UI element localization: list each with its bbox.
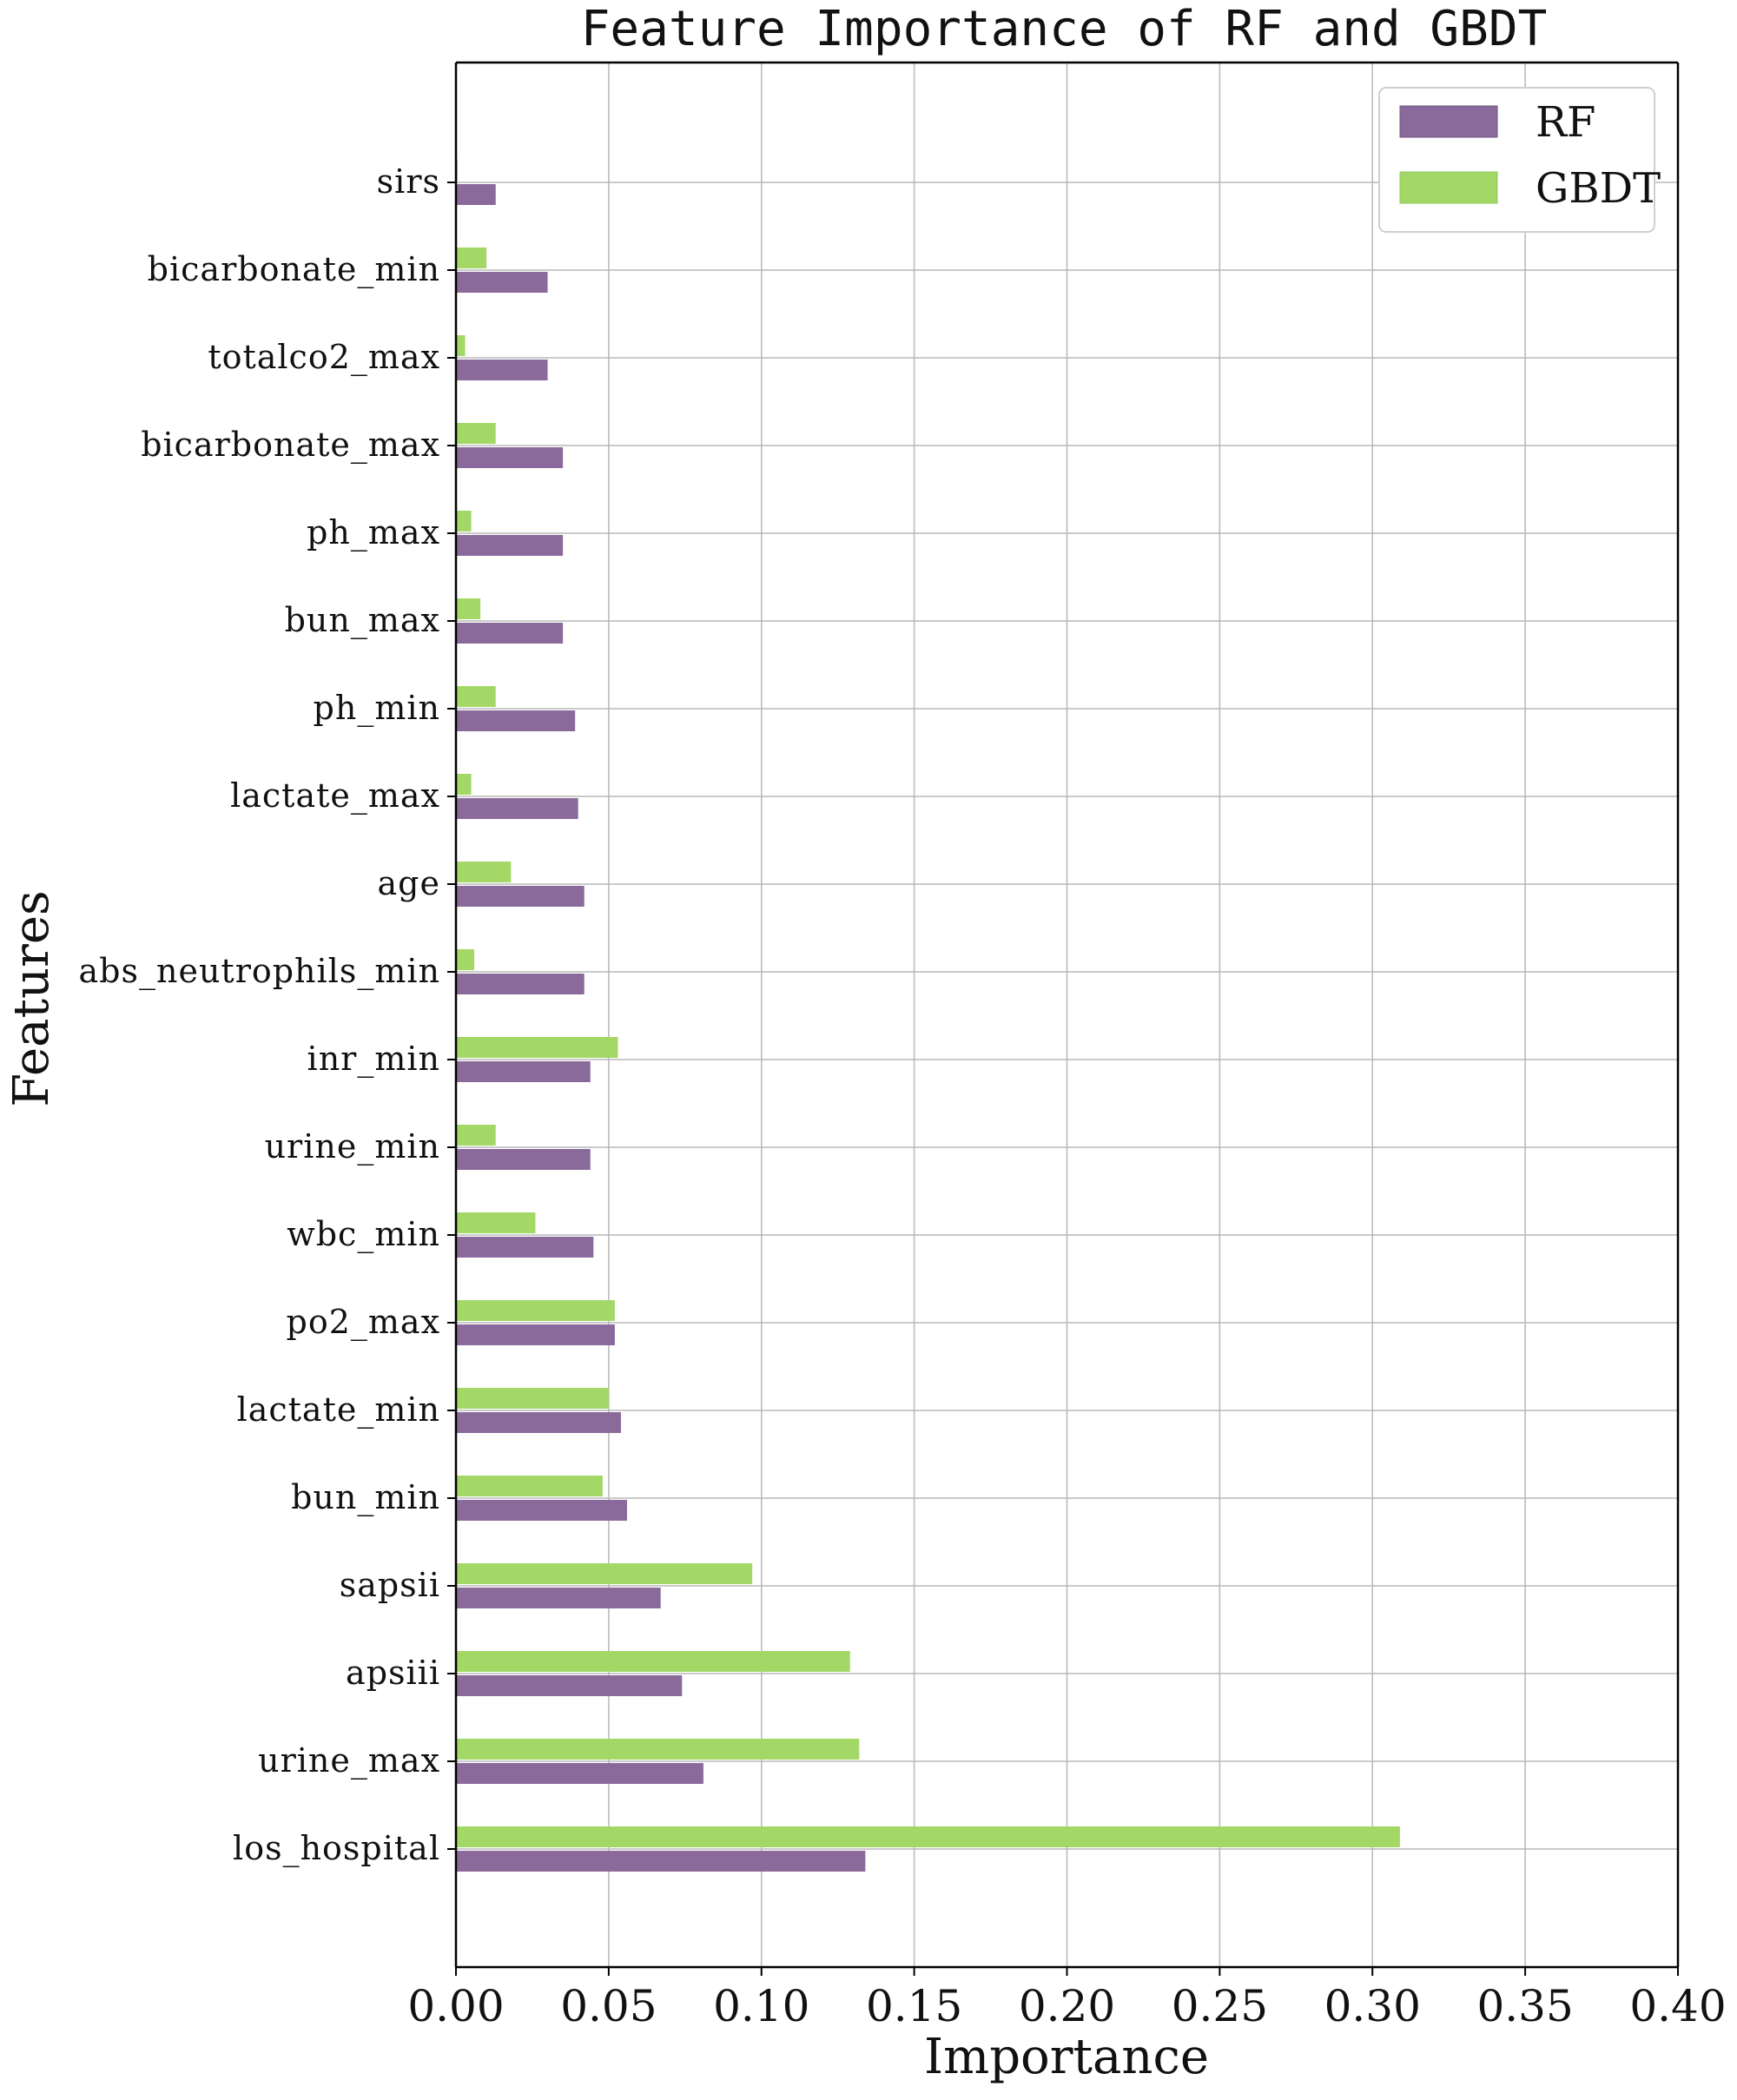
- x-tick-labels: 0.00 0.05 0.10 0.15 0.20 0.25 0.30 0.35 0.40: [407, 1981, 1726, 2031]
- y-tick-label: los_hospital: [233, 1829, 440, 1868]
- y-tick-label: bicarbonate_min: [148, 250, 440, 289]
- y-tick-label: po2_max: [287, 1303, 441, 1342]
- bar-rf: [456, 1412, 621, 1433]
- bar-rf: [456, 1500, 627, 1521]
- bar-gbdt: [456, 1563, 753, 1584]
- chart-title: Feature Importance of RF and GBDT: [581, 1, 1548, 57]
- bar-rf: [456, 1851, 866, 1872]
- x-axis-label: Importance: [924, 2029, 1209, 2085]
- bar-rf: [456, 974, 585, 994]
- bar-gbdt: [456, 774, 472, 795]
- y-tick-label: ph_min: [314, 689, 440, 728]
- bar-gbdt: [456, 1037, 618, 1058]
- bar-gbdt: [456, 1300, 615, 1321]
- bar-gbdt: [456, 862, 512, 882]
- legend-swatch: [1399, 105, 1498, 138]
- bar-rf: [456, 447, 564, 468]
- bar-rf: [456, 1149, 591, 1170]
- y-tick-label: inr_min: [307, 1040, 440, 1079]
- x-tick-label: 0.25: [1172, 1981, 1268, 2031]
- bar-rf: [456, 272, 548, 293]
- bar-gbdt: [456, 1388, 609, 1409]
- grid-lines: [456, 63, 1678, 1967]
- x-tick-label: 0.35: [1476, 1981, 1573, 2031]
- bars: [456, 160, 1400, 1872]
- y-tick-label: lactate_min: [237, 1390, 440, 1430]
- bar-gbdt: [456, 1212, 536, 1233]
- bar-rf: [456, 184, 496, 205]
- x-tick-label: 0.30: [1324, 1981, 1421, 2031]
- bar-rf: [456, 710, 576, 731]
- y-tick-label: bicarbonate_max: [141, 426, 440, 465]
- legend-label: RF: [1536, 98, 1595, 147]
- x-tick-label: 0.40: [1629, 1981, 1726, 2031]
- legend: RF GBDT: [1378, 87, 1661, 233]
- bar-gbdt: [456, 248, 487, 268]
- y-tick-label: urine_max: [258, 1741, 440, 1780]
- bar-rf: [456, 1675, 683, 1696]
- y-tick-label: ph_max: [307, 513, 440, 552]
- bar-rf: [456, 1588, 661, 1608]
- y-tick-label: urine_min: [265, 1127, 440, 1166]
- y-tick-label: bun_max: [285, 601, 440, 640]
- y-axis-label: Features: [3, 890, 60, 1107]
- bar-gbdt: [456, 511, 472, 532]
- y-tick-label: lactate_max: [230, 776, 440, 816]
- bar-rf: [456, 886, 585, 907]
- y-tick-labels: sirs bicarbonate_min totalco2_max bicarbona…: [79, 162, 441, 1868]
- y-tick-label: bun_min: [291, 1478, 440, 1517]
- bar-rf: [456, 1324, 615, 1345]
- bar-gbdt: [456, 1651, 850, 1672]
- bar-gbdt: [456, 1739, 860, 1760]
- y-tick-label: sapsii: [340, 1566, 440, 1604]
- bar-gbdt: [456, 949, 475, 970]
- legend-label: GBDT: [1536, 164, 1661, 213]
- bar-rf: [456, 1237, 594, 1258]
- y-tick-label: apsiii: [346, 1654, 440, 1692]
- bar-gbdt: [456, 335, 466, 356]
- x-tick-label: 0.15: [866, 1981, 962, 2031]
- y-tick-label: abs_neutrophils_min: [79, 952, 441, 991]
- bar-rf: [456, 1763, 703, 1784]
- bar-rf: [456, 798, 578, 819]
- x-tick-label: 0.10: [713, 1981, 809, 2031]
- bar-gbdt: [456, 1826, 1400, 1847]
- y-tick-label: age: [378, 864, 440, 902]
- y-tick-label: wbc_min: [287, 1215, 440, 1254]
- axes: [447, 61, 1680, 1976]
- x-tick-label: 0.20: [1019, 1981, 1115, 2031]
- bar-rf: [456, 623, 564, 644]
- legend-swatch: [1399, 171, 1498, 204]
- bar-gbdt: [456, 1476, 603, 1496]
- bar-gbdt: [456, 686, 496, 707]
- bar-gbdt: [456, 598, 481, 619]
- bar-gbdt: [456, 423, 496, 444]
- bar-rf: [456, 535, 564, 556]
- bar-rf: [456, 360, 548, 380]
- bar-gbdt: [456, 1125, 496, 1146]
- x-tick-label: 0.00: [407, 1981, 504, 2031]
- y-tick-label: sirs: [377, 162, 440, 201]
- bar-rf: [456, 1061, 591, 1082]
- x-tick-label: 0.05: [560, 1981, 657, 2031]
- y-tick-label: totalco2_max: [208, 338, 440, 377]
